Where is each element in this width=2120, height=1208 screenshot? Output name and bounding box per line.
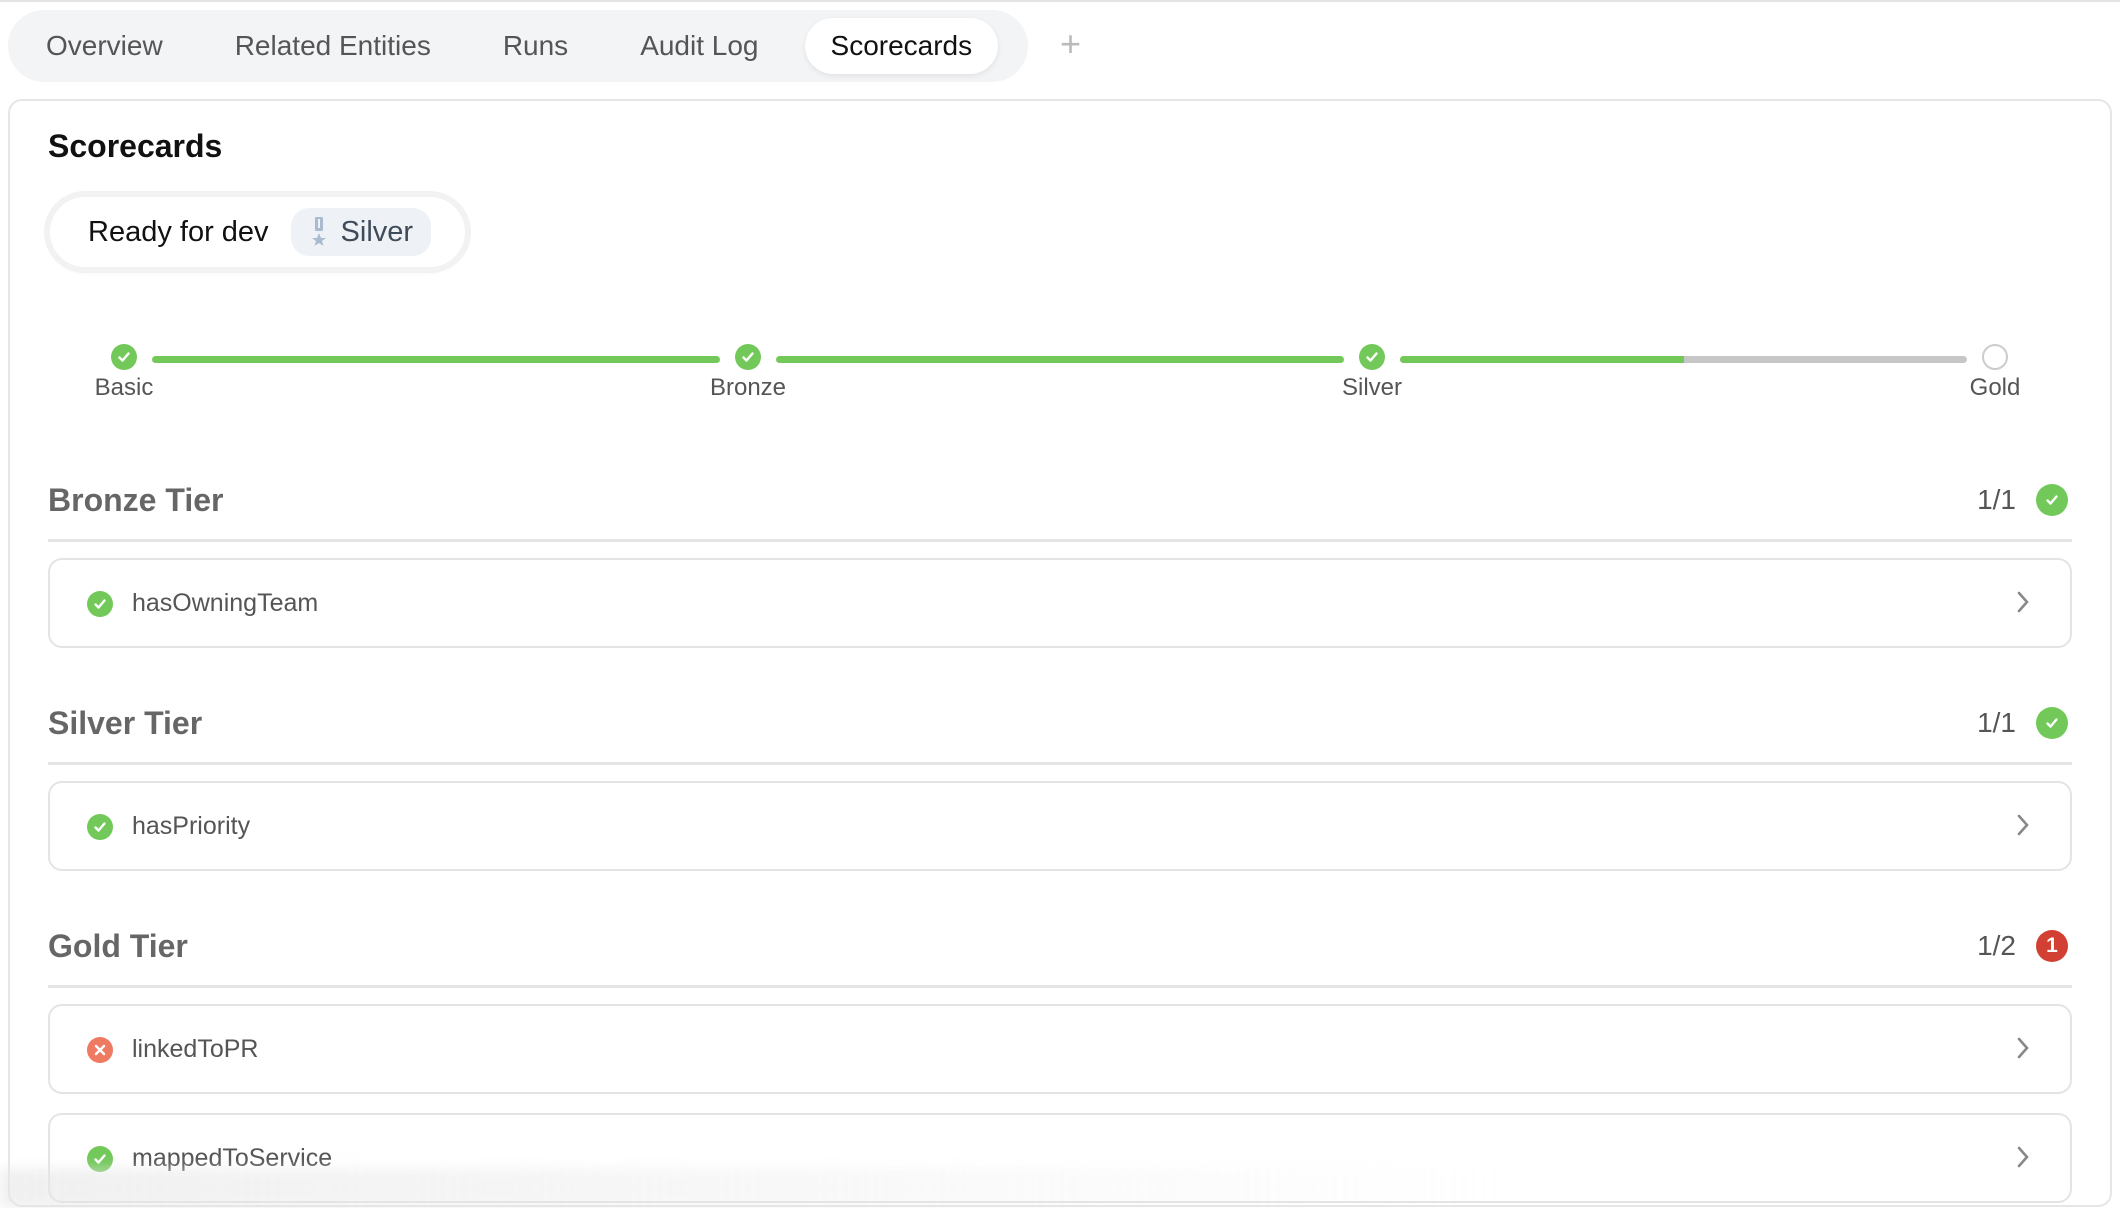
x-circle-icon bbox=[87, 1037, 113, 1063]
progress-segment bbox=[1400, 356, 1967, 363]
chevron-right-icon bbox=[2016, 1145, 2030, 1174]
level-achieved-check-icon bbox=[1359, 344, 1385, 370]
divider bbox=[48, 762, 2072, 765]
tier-header: Bronze Tier 1/1 bbox=[48, 482, 2072, 522]
add-tab-button[interactable]: + bbox=[1060, 23, 1082, 64]
tab-runs[interactable]: Runs bbox=[502, 30, 569, 61]
tab-bar: Overview Related Entities Runs Audit Log… bbox=[8, 10, 1028, 82]
tab-audit-log[interactable]: Audit Log bbox=[640, 30, 759, 61]
scorecard-name: Ready for dev bbox=[88, 215, 269, 248]
level-badge: Silver bbox=[290, 208, 432, 256]
level-achieved-check-icon bbox=[111, 344, 137, 370]
progress-fill bbox=[1400, 356, 1684, 363]
scorecard-selector[interactable]: Ready for dev Silver bbox=[50, 197, 465, 267]
level-pending-circle-icon bbox=[1982, 344, 2008, 370]
tier-header: Gold Tier 1/2 1 bbox=[48, 928, 2072, 968]
medal-icon bbox=[311, 217, 326, 246]
level-label: Gold bbox=[1969, 374, 2021, 401]
chevron-right-icon bbox=[2016, 1036, 2030, 1065]
check-circle-icon bbox=[87, 591, 113, 617]
divider bbox=[48, 985, 2072, 988]
level-progress: Basic Bronze Silver Gold bbox=[0, 332, 2120, 412]
tier-count: 1/1 bbox=[1977, 484, 2016, 515]
tier-passed-check-icon bbox=[2036, 484, 2068, 516]
progress-segment bbox=[152, 356, 720, 363]
rule-name: linkedToPR bbox=[132, 1035, 259, 1063]
level-label: Basic bbox=[94, 374, 154, 401]
rule-name: hasOwningTeam bbox=[132, 589, 319, 617]
progress-fill bbox=[152, 356, 720, 363]
level-achieved-check-icon bbox=[735, 344, 761, 370]
tab-related-entities[interactable]: Related Entities bbox=[234, 30, 431, 61]
rule-row[interactable]: hasPriority bbox=[48, 781, 2072, 871]
tier-passed-check-icon bbox=[2036, 707, 2068, 739]
scorecards-panel bbox=[8, 99, 2112, 1207]
tier-count: 1/2 bbox=[1977, 930, 2016, 961]
tier-header: Silver Tier 1/1 bbox=[48, 705, 2072, 745]
rule-row[interactable]: linkedToPR bbox=[48, 1004, 2072, 1094]
tier-count: 1/1 bbox=[1977, 707, 2016, 738]
tab-overview[interactable]: Overview bbox=[46, 30, 163, 61]
tab-scorecards[interactable]: Scorecards bbox=[804, 18, 999, 74]
level-name: Silver bbox=[340, 215, 414, 248]
check-circle-icon bbox=[87, 814, 113, 840]
level-label: Silver bbox=[1341, 374, 1403, 401]
page-title: Scorecards bbox=[48, 128, 223, 164]
chevron-right-icon bbox=[2016, 813, 2030, 842]
tier-name: Gold Tier bbox=[48, 928, 188, 964]
chevron-right-icon bbox=[2016, 590, 2030, 619]
rule-row[interactable]: hasOwningTeam bbox=[48, 558, 2072, 648]
check-circle-icon bbox=[87, 1146, 113, 1172]
level-label: Bronze bbox=[709, 374, 787, 401]
failed-count-badge: 1 bbox=[2036, 930, 2068, 962]
progress-fill bbox=[776, 356, 1344, 363]
rule-name: mappedToService bbox=[132, 1144, 333, 1172]
tier-name: Silver Tier bbox=[48, 705, 203, 741]
progress-segment bbox=[776, 356, 1344, 363]
bottom-shadow bbox=[0, 1168, 1500, 1208]
tier-name: Bronze Tier bbox=[48, 482, 224, 518]
divider bbox=[48, 539, 2072, 542]
rule-name: hasPriority bbox=[132, 812, 251, 840]
